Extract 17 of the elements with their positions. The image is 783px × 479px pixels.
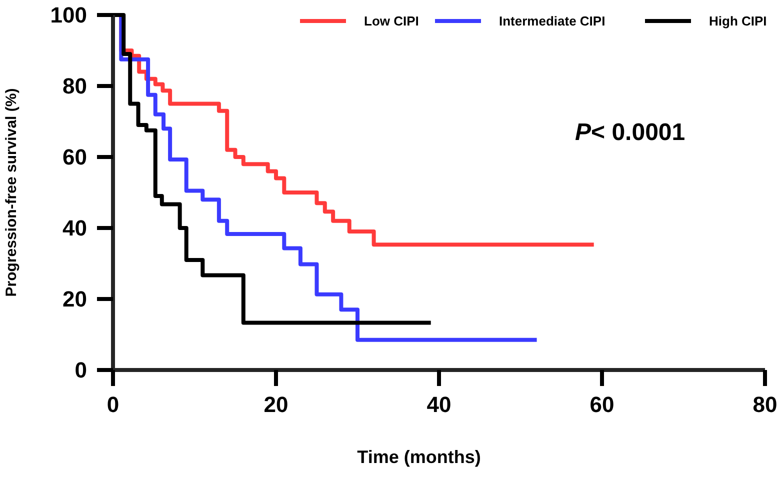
annotation: P< 0.0001 bbox=[575, 119, 686, 146]
y-tick-label: 40 bbox=[62, 216, 87, 241]
y-tick-label: 20 bbox=[62, 286, 87, 312]
x-tick-label: 20 bbox=[264, 392, 288, 417]
legend-label: Low CIPI bbox=[364, 14, 419, 29]
y-tick-label: 100 bbox=[50, 2, 87, 28]
x-tick-label: 80 bbox=[752, 392, 778, 417]
y-tick-label: 60 bbox=[62, 144, 87, 170]
x-tick-label: 40 bbox=[426, 392, 452, 417]
x-axis-title: Time (months) bbox=[357, 447, 481, 467]
y-axis-title: Progression-free survival (%) bbox=[3, 88, 20, 297]
x-tick-label: 0 bbox=[106, 392, 120, 417]
y-tick-label: 0 bbox=[74, 358, 87, 383]
y-tick-label: 80 bbox=[62, 74, 87, 99]
legend-label: High CIPI bbox=[709, 14, 767, 29]
legend-label: Intermediate CIPI bbox=[499, 14, 606, 29]
x-tick-label: 60 bbox=[590, 392, 614, 417]
